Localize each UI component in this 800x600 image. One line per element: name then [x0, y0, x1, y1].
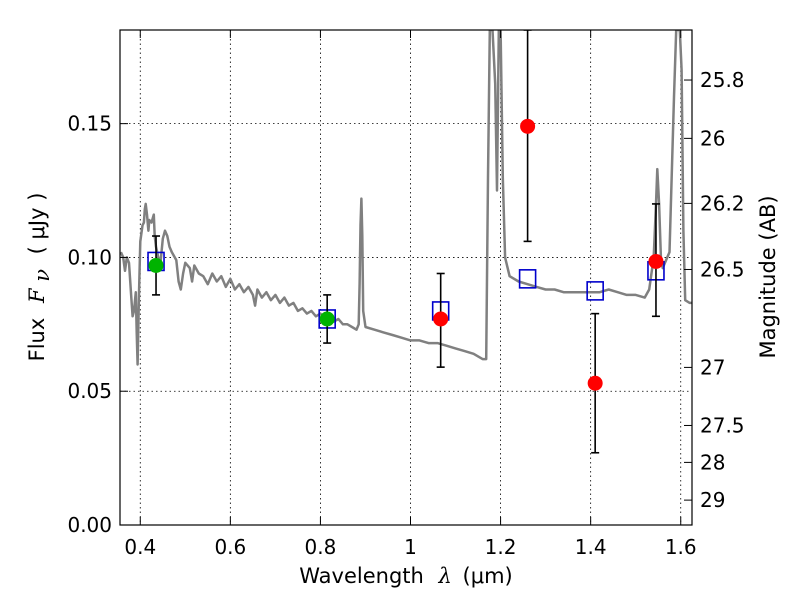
- x-tick-label: 0.4: [124, 535, 156, 559]
- y2-tick-label: 28: [700, 450, 725, 474]
- x-tick-label: 1.2: [485, 535, 517, 559]
- observed-red-point: [433, 311, 449, 327]
- model-photometry-square: [586, 281, 604, 301]
- x-axis-label-symbol: λ: [438, 564, 452, 588]
- y-axis-label: Flux F ν ( μJy ): [25, 193, 54, 362]
- observed-green-point: [148, 257, 164, 273]
- y2-tick-label: 25.8: [700, 68, 745, 92]
- plot-background: [120, 30, 692, 525]
- y2-tick-label: 29: [700, 488, 725, 512]
- y-axis-label-text: Flux: [25, 318, 49, 362]
- x-tick-label: 0.6: [214, 535, 246, 559]
- observed-green-point: [319, 311, 335, 327]
- model-photometry-square: [518, 269, 537, 289]
- x-tick-label: 1.6: [665, 535, 697, 559]
- x-axis-label: Wavelength λ (μm): [299, 564, 512, 588]
- x-tick-label: 1: [404, 535, 417, 559]
- observed-red-point: [520, 118, 536, 134]
- x-axis-label-unit: (μm): [463, 564, 513, 588]
- y2-tick-label: 26.5: [700, 257, 745, 281]
- model-photometry-layer: [147, 251, 665, 329]
- x-axis-label-text: Wavelength: [299, 564, 424, 588]
- y2-tick-label: 26: [700, 126, 725, 150]
- y2-axis-label: Magnitude (AB): [756, 195, 780, 358]
- y-axis-label-subscript: ν: [30, 269, 54, 282]
- axes-ticks: 0.4 0.6 0.8 1 1.2 1.4 1.6 0.00 0.05 0.10 0.15 25.8 2…: [67, 30, 745, 559]
- y2-tick-label: 27.5: [700, 413, 745, 437]
- x-tick-label: 1.4: [575, 535, 607, 559]
- plot-frame: [119, 29, 693, 526]
- grid-lines: [120, 30, 692, 526]
- observed-points-layer: [148, 30, 664, 454]
- plot-area: [120, 30, 692, 454]
- y-axis-label-symbol: F: [25, 287, 49, 304]
- y2-tick-label: 27: [700, 355, 725, 379]
- y-axis-label-unit: ( μJy ): [25, 193, 49, 255]
- y2-tick-label: 26.2: [700, 191, 745, 215]
- y-tick-label: 0.05: [67, 379, 112, 403]
- y-tick-label: 0.00: [67, 513, 112, 537]
- observed-red-point: [648, 253, 664, 269]
- x-tick-label: 0.8: [305, 535, 337, 559]
- observed-red-point: [587, 375, 603, 391]
- y-tick-label: 0.10: [67, 245, 112, 269]
- y-tick-label: 0.15: [67, 112, 112, 136]
